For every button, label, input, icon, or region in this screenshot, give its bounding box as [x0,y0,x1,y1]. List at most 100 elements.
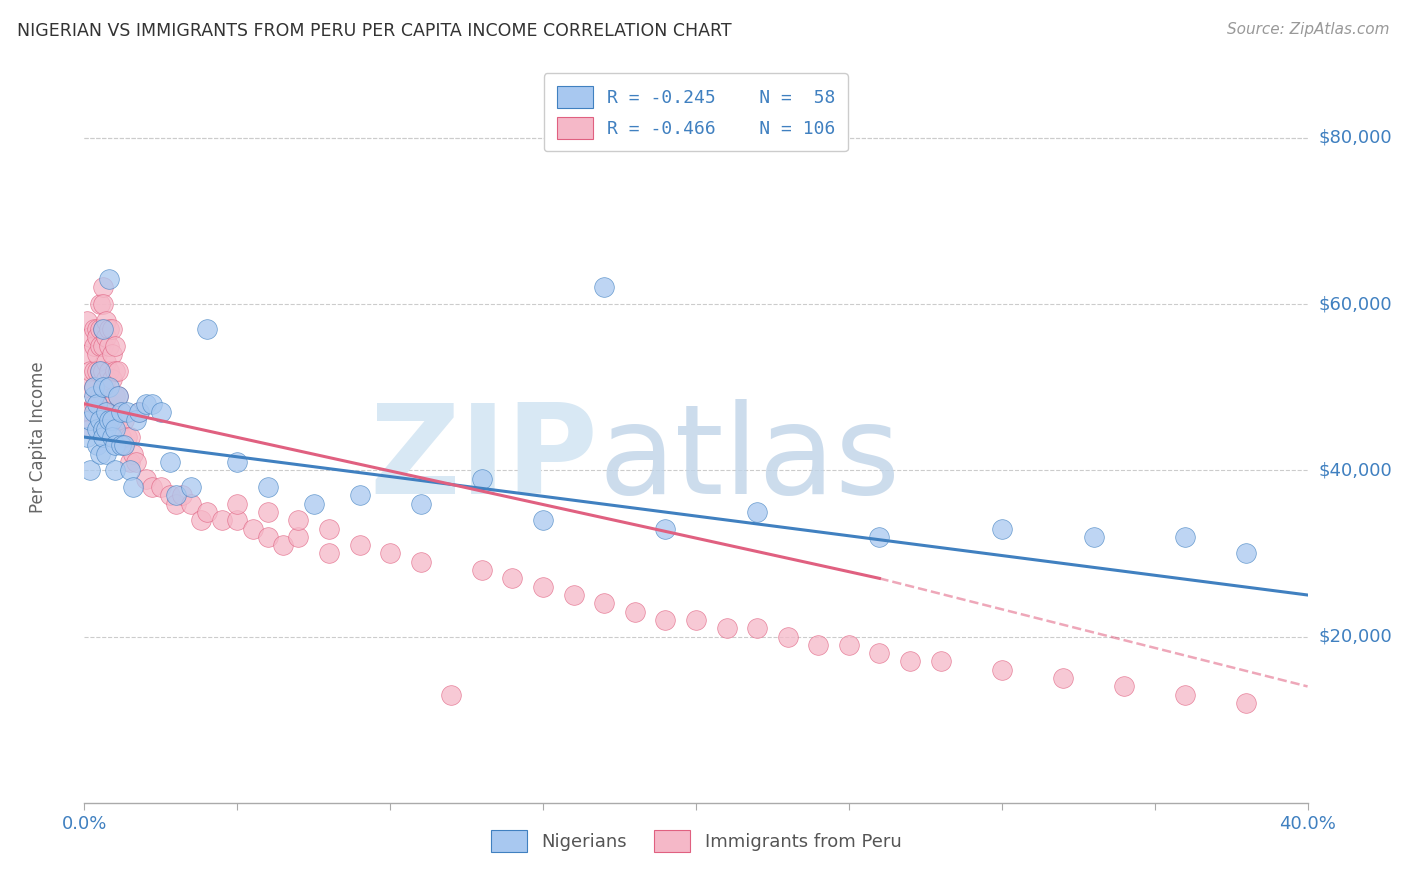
Point [141,480,163,494]
Point [107,388,129,402]
Point [869,530,891,544]
Point [101,430,124,444]
Point [287,513,309,527]
Point [838,638,860,652]
Point [562,588,585,602]
Point [94,314,117,328]
Point [172,488,194,502]
Point [747,505,769,519]
Point [112,438,135,452]
Point [89,338,111,352]
Text: Source: ZipAtlas.com: Source: ZipAtlas.com [1226,22,1389,37]
Point [257,505,280,519]
Point [226,497,249,511]
Point [86,397,108,411]
Point [97,338,120,352]
Point [101,413,124,427]
Point [149,480,172,494]
Point [128,405,150,419]
Point [89,405,111,419]
Point [79,413,101,427]
Point [83,388,105,402]
Point [101,347,124,361]
Point [107,388,129,402]
Point [110,438,132,452]
Point [104,438,127,452]
Point [287,530,309,544]
Text: Per Capita Income: Per Capita Income [30,361,46,513]
Point [624,605,647,619]
Point [1236,546,1258,560]
Point [101,397,124,411]
Point [654,521,676,535]
Point [89,363,111,377]
Point [195,322,218,336]
Point [94,413,117,427]
Point [349,538,371,552]
Point [97,272,120,286]
Text: $20,000: $20,000 [1319,628,1392,646]
Point [685,613,707,627]
Text: $40,000: $40,000 [1319,461,1392,479]
Point [91,363,114,377]
Point [86,330,108,344]
Point [101,372,124,386]
Point [101,322,124,336]
Point [91,405,114,419]
Point [776,630,799,644]
Point [97,380,120,394]
Point [94,330,117,344]
Point [79,363,101,377]
Point [180,497,202,511]
Point [86,363,108,377]
Point [91,388,114,402]
Point [257,530,280,544]
Point [195,505,218,519]
Point [531,513,554,527]
Point [159,455,181,469]
Point [135,397,157,411]
Point [1174,688,1197,702]
Point [83,322,105,336]
Point [104,422,127,436]
Text: NIGERIAN VS IMMIGRANTS FROM PERU PER CAPITA INCOME CORRELATION CHART: NIGERIAN VS IMMIGRANTS FROM PERU PER CAP… [17,22,731,40]
Point [79,422,101,436]
Point [1114,680,1136,694]
Point [83,380,105,394]
Point [318,521,340,535]
Point [135,472,157,486]
Point [211,513,233,527]
Point [409,497,432,511]
Point [97,322,120,336]
Point [89,363,111,377]
Point [94,447,117,461]
Point [91,338,114,352]
Point [76,380,98,394]
Point [869,646,891,660]
Point [165,497,187,511]
Point [120,463,142,477]
Point [165,488,187,502]
Point [112,438,135,452]
Point [83,397,105,411]
Point [190,513,212,527]
Point [91,322,114,336]
Point [104,338,127,352]
Point [318,546,340,560]
Point [104,388,127,402]
Text: $80,000: $80,000 [1319,128,1392,147]
Point [1174,530,1197,544]
Point [226,455,249,469]
Point [86,347,108,361]
Point [991,521,1014,535]
Point [91,430,114,444]
Text: ZIP: ZIP [370,399,598,519]
Point [1052,671,1074,685]
Point [159,488,181,502]
Point [531,580,554,594]
Point [79,330,101,344]
Point [76,430,98,444]
Point [271,538,294,552]
Point [86,438,108,452]
Point [409,555,432,569]
